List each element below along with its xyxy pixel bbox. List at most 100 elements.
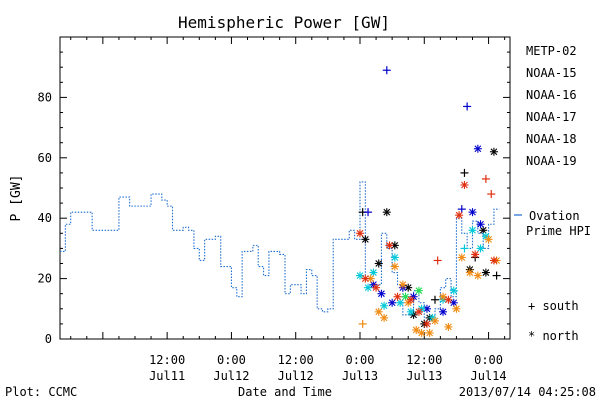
point-noaa-18-north xyxy=(439,292,448,301)
point-metp-02-north xyxy=(382,208,391,217)
marker-legend-south: + south xyxy=(528,299,579,313)
point-noaa-19-north xyxy=(356,229,364,238)
point-noaa-15-north xyxy=(468,208,477,217)
x-tick-label: 0:00 xyxy=(474,353,503,367)
x-tick-label: 12:00 xyxy=(278,353,314,367)
point-noaa-19-north xyxy=(385,241,394,250)
x-tick-date-label: Jul13 xyxy=(342,369,378,383)
point-noaa-18-north xyxy=(473,271,482,280)
point-noaa-16-north xyxy=(396,298,405,307)
point-noaa-18-north xyxy=(425,328,434,337)
point-noaa-18-north xyxy=(390,262,399,271)
point-noaa-18-north xyxy=(484,235,493,244)
point-noaa-18-north xyxy=(417,328,426,337)
point-noaa-19-north xyxy=(361,274,370,283)
point-metp-02-south xyxy=(460,168,469,177)
ovation-legend-label-line1: Ovation xyxy=(529,209,580,223)
legend-metp-02: METP-02 xyxy=(526,44,577,58)
point-noaa-18-south xyxy=(358,319,367,328)
legend-noaa-15: NOAA-15 xyxy=(526,66,577,80)
point-noaa-18-north xyxy=(380,313,389,322)
x-axis-label: Date and Time xyxy=(238,385,332,399)
point-noaa-15-north xyxy=(473,144,482,153)
point-metp-02-north xyxy=(489,147,498,156)
y-tick-label: 0 xyxy=(45,332,52,346)
y-tick-label: 60 xyxy=(38,151,52,165)
point-metp-02-north xyxy=(479,226,488,235)
point-noaa-18-north xyxy=(374,307,383,316)
point-noaa-19-north xyxy=(471,250,480,259)
point-metp-02-north xyxy=(374,259,383,268)
point-noaa-19-north xyxy=(372,283,381,292)
point-noaa-15-north xyxy=(476,220,485,229)
y-tick-label: 20 xyxy=(38,272,52,286)
point-noaa-16-north xyxy=(369,268,378,277)
legend-noaa-17: NOAA-17 xyxy=(526,110,577,124)
point-noaa-19-south xyxy=(433,256,442,265)
x-axis-ticks: 12:00 Jul11 0:00 Jul12 12:00 Jul12 0:00 Jul13 12… xyxy=(70,37,507,383)
x-tick-date-label: Jul13 xyxy=(406,369,442,383)
point-metp-02-north xyxy=(404,283,413,292)
point-noaa-19-north xyxy=(406,295,415,304)
x-tick-date-label: Jul11 xyxy=(149,369,185,383)
point-noaa-19-south xyxy=(487,190,496,199)
y-tick-label: 80 xyxy=(38,90,52,104)
x-tick-date-label: Jul12 xyxy=(278,369,314,383)
point-noaa-19-north xyxy=(489,256,498,265)
plot-credit: Plot: CCMC xyxy=(5,385,77,399)
point-noaa-16-south xyxy=(460,244,469,253)
point-metp-02-north xyxy=(361,235,370,244)
point-noaa-18-north xyxy=(452,304,461,313)
x-tick-date-label: Jul14 xyxy=(471,369,507,383)
point-metp-02-south xyxy=(431,295,439,304)
point-metp-02-north xyxy=(481,268,490,277)
point-noaa-16-north xyxy=(390,253,399,262)
point-noaa-15-north xyxy=(388,298,397,307)
point-noaa-18-north xyxy=(465,268,474,277)
plot-timestamp: 2013/07/14 04:25:08 xyxy=(459,385,596,399)
point-noaa-16-north xyxy=(468,226,477,235)
point-noaa-15-north xyxy=(377,289,386,298)
point-noaa-19-north xyxy=(455,211,464,220)
point-metp-02-south xyxy=(492,271,501,280)
point-noaa-18-north xyxy=(412,325,421,334)
point-noaa-15-north xyxy=(439,307,448,316)
point-noaa-19-north xyxy=(460,180,469,189)
point-noaa-18-north xyxy=(457,253,466,262)
point-noaa-18-north xyxy=(431,316,439,325)
y-tick-label: 40 xyxy=(38,211,52,225)
point-noaa-19-north xyxy=(393,292,402,301)
point-noaa-17-north xyxy=(414,286,423,295)
point-noaa-18-north xyxy=(444,322,453,331)
point-noaa-19-north xyxy=(444,295,453,304)
point-noaa-15-south xyxy=(364,208,373,217)
point-noaa-17-north xyxy=(401,292,410,301)
y-axis-label: P [GW] xyxy=(9,175,24,222)
point-noaa-19-north xyxy=(422,319,431,328)
series-legend: METP-02 NOAA-15 NOAA-16 NOAA-17 NOAA-18 NOAA-… xyxy=(526,44,577,168)
point-noaa-15-south xyxy=(457,205,466,214)
point-noaa-16-north xyxy=(380,301,389,310)
x-tick-label: 12:00 xyxy=(406,353,442,367)
point-noaa-16-north xyxy=(449,286,458,295)
point-noaa-15-south xyxy=(382,66,391,75)
ovation-legend-label-line2: Prime HPI xyxy=(526,224,591,238)
point-noaa-16-north xyxy=(476,244,485,253)
point-noaa-16-north xyxy=(406,307,415,316)
point-noaa-19-south xyxy=(481,174,490,183)
point-metp-02-north xyxy=(390,241,399,250)
point-noaa-18-north xyxy=(398,280,407,289)
point-noaa-15-south xyxy=(463,102,472,111)
x-tick-label: 0:00 xyxy=(346,353,375,367)
marker-legend: + south * north xyxy=(528,299,579,343)
x-tick-label: 12:00 xyxy=(149,353,185,367)
y-axis-ticks: 0 20 40 60 80 xyxy=(38,51,510,346)
point-noaa-16-north xyxy=(364,283,373,292)
point-noaa-19-north xyxy=(414,307,423,316)
x-tick-date-label: Jul12 xyxy=(213,369,249,383)
marker-legend-north: * north xyxy=(528,329,579,343)
legend-noaa-19: NOAA-19 xyxy=(526,154,577,168)
chart-title: Hemispheric Power [GW] xyxy=(178,13,390,32)
legend-noaa-16: NOAA-16 xyxy=(526,88,577,102)
